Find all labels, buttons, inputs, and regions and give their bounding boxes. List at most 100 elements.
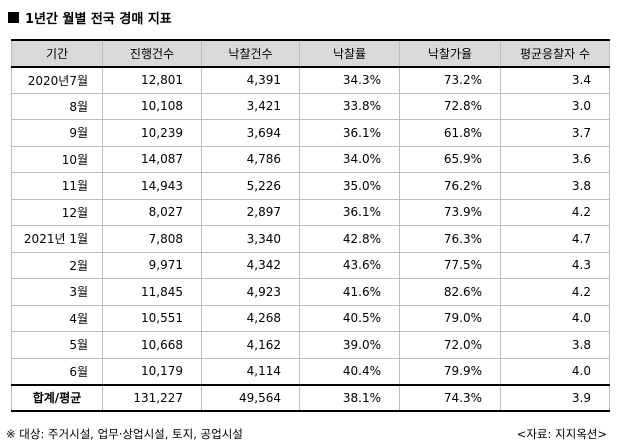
cell-sold: 4,114 xyxy=(201,357,300,385)
table-row: 11월 14,943 5,226 35.0% 76.2% 3.8 xyxy=(11,172,610,200)
cell-period: 9월 xyxy=(11,119,103,147)
cell-progress: 14,087 xyxy=(102,145,202,173)
cell-bidders: 4.0 xyxy=(500,357,610,385)
cell-progress: 9,971 xyxy=(102,251,202,279)
auction-stats-table: 기간 진행건수 낙찰건수 낙찰률 낙찰가율 평균응찰자 수 2020년7월 12,… xyxy=(11,39,610,412)
cell-price-rate: 79.0% xyxy=(399,304,501,332)
table-row: 5월 10,668 4,162 39.0% 72.0% 3.8 xyxy=(11,331,610,359)
cell-sold: 3,694 xyxy=(201,119,300,147)
table-row: 6월 10,179 4,114 40.4% 79.9% 4.0 xyxy=(11,357,610,385)
cell-period: 5월 xyxy=(11,331,103,359)
cell-sale-rate: 34.0% xyxy=(299,145,400,173)
page-title: 1년간 월별 전국 경매 지표 xyxy=(8,6,172,28)
cell-sale-rate: 42.8% xyxy=(299,225,400,253)
cell-sale-rate: 43.6% xyxy=(299,251,400,279)
cell-progress: 12,801 xyxy=(102,66,202,94)
table-row: 10월 14,087 4,786 34.0% 65.9% 3.6 xyxy=(11,145,610,173)
total-sale-rate: 38.1% xyxy=(299,383,400,412)
cell-sold: 3,340 xyxy=(201,225,300,253)
total-price-rate: 74.3% xyxy=(399,383,501,412)
cell-sold: 4,162 xyxy=(201,331,300,359)
cell-period: 3월 xyxy=(11,278,103,306)
cell-sold: 4,786 xyxy=(201,145,300,173)
cell-price-rate: 82.6% xyxy=(399,278,501,306)
cell-sale-rate: 40.5% xyxy=(299,304,400,332)
cell-period: 2020년7월 xyxy=(11,66,103,94)
total-progress: 131,227 xyxy=(102,383,202,412)
cell-progress: 10,668 xyxy=(102,331,202,359)
table-row: 3월 11,845 4,923 41.6% 82.6% 4.2 xyxy=(11,278,610,306)
footer: ※ 대상: 주거시설, 업무·상업시설, 토지, 공업시설 <자료: 지지옥션> xyxy=(6,426,607,442)
total-sold: 49,564 xyxy=(201,383,300,412)
table-row: 9월 10,239 3,694 36.1% 61.8% 3.7 xyxy=(11,119,610,147)
table-row: 2월 9,971 4,342 43.6% 77.5% 4.3 xyxy=(11,251,610,279)
cell-progress: 10,179 xyxy=(102,357,202,385)
table-row: 12월 8,027 2,897 36.1% 73.9% 4.2 xyxy=(11,198,610,226)
cell-bidders: 4.2 xyxy=(500,278,610,306)
cell-period: 2월 xyxy=(11,251,103,279)
cell-progress: 10,551 xyxy=(102,304,202,332)
source-note: <자료: 지지옥션> xyxy=(516,427,607,441)
cell-price-rate: 61.8% xyxy=(399,119,501,147)
cell-period: 12월 xyxy=(11,198,103,226)
table-row: 2021년 1월 7,808 3,340 42.8% 76.3% 4.7 xyxy=(11,225,610,253)
cell-sale-rate: 36.1% xyxy=(299,119,400,147)
cell-bidders: 4.0 xyxy=(500,304,610,332)
table-row: 2020년7월 12,801 4,391 34.3% 73.2% 3.4 xyxy=(11,66,610,94)
cell-bidders: 3.0 xyxy=(500,92,610,120)
cell-bidders: 3.6 xyxy=(500,145,610,173)
cell-price-rate: 73.2% xyxy=(399,66,501,94)
column-header-price-rate: 낙찰가율 xyxy=(399,39,501,68)
total-label: 합계/평균 xyxy=(11,383,103,412)
cell-period: 4월 xyxy=(11,304,103,332)
column-header-progress: 진행건수 xyxy=(102,39,202,68)
table-row: 8월 10,108 3,421 33.8% 72.8% 3.0 xyxy=(11,92,610,120)
cell-sale-rate: 35.0% xyxy=(299,172,400,200)
cell-sold: 2,897 xyxy=(201,198,300,226)
total-row: 합계/평균 131,227 49,564 38.1% 74.3% 3.9 xyxy=(11,383,610,412)
cell-bidders: 4.2 xyxy=(500,198,610,226)
cell-period: 11월 xyxy=(11,172,103,200)
cell-period: 2021년 1월 xyxy=(11,225,103,253)
cell-sold: 3,421 xyxy=(201,92,300,120)
cell-progress: 11,845 xyxy=(102,278,202,306)
cell-bidders: 4.3 xyxy=(500,251,610,279)
cell-sale-rate: 34.3% xyxy=(299,66,400,94)
column-header-bidders: 평균응찰자 수 xyxy=(500,39,610,68)
cell-progress: 10,108 xyxy=(102,92,202,120)
square-bullet-icon xyxy=(8,11,19,23)
column-header-sale-rate: 낙찰률 xyxy=(299,39,400,68)
cell-progress: 7,808 xyxy=(102,225,202,253)
cell-sold: 4,923 xyxy=(201,278,300,306)
cell-period: 10월 xyxy=(11,145,103,173)
cell-sold: 4,342 xyxy=(201,251,300,279)
cell-period: 8월 xyxy=(11,92,103,120)
cell-sold: 5,226 xyxy=(201,172,300,200)
cell-progress: 8,027 xyxy=(102,198,202,226)
table-body: 2020년7월 12,801 4,391 34.3% 73.2% 3.4 8월 10,108 3… xyxy=(11,66,610,385)
cell-sold: 4,391 xyxy=(201,66,300,94)
cell-bidders: 3.8 xyxy=(500,172,610,200)
column-header-period: 기간 xyxy=(11,39,103,68)
total-bidders: 3.9 xyxy=(500,383,610,412)
cell-price-rate: 76.2% xyxy=(399,172,501,200)
cell-progress: 10,239 xyxy=(102,119,202,147)
cell-bidders: 4.7 xyxy=(500,225,610,253)
cell-sale-rate: 39.0% xyxy=(299,331,400,359)
table-header-row: 기간 진행건수 낙찰건수 낙찰률 낙찰가율 평균응찰자 수 xyxy=(11,39,610,68)
cell-price-rate: 77.5% xyxy=(399,251,501,279)
cell-sold: 4,268 xyxy=(201,304,300,332)
cell-progress: 14,943 xyxy=(102,172,202,200)
table-row: 4월 10,551 4,268 40.5% 79.0% 4.0 xyxy=(11,304,610,332)
cell-sale-rate: 36.1% xyxy=(299,198,400,226)
cell-price-rate: 65.9% xyxy=(399,145,501,173)
cell-bidders: 3.4 xyxy=(500,66,610,94)
cell-period: 6월 xyxy=(11,357,103,385)
cell-price-rate: 76.3% xyxy=(399,225,501,253)
cell-sale-rate: 40.4% xyxy=(299,357,400,385)
cell-sale-rate: 41.6% xyxy=(299,278,400,306)
footnote: ※ 대상: 주거시설, 업무·상업시설, 토지, 공업시설 xyxy=(6,427,243,441)
cell-bidders: 3.8 xyxy=(500,331,610,359)
cell-sale-rate: 33.8% xyxy=(299,92,400,120)
column-header-sold: 낙찰건수 xyxy=(201,39,300,68)
